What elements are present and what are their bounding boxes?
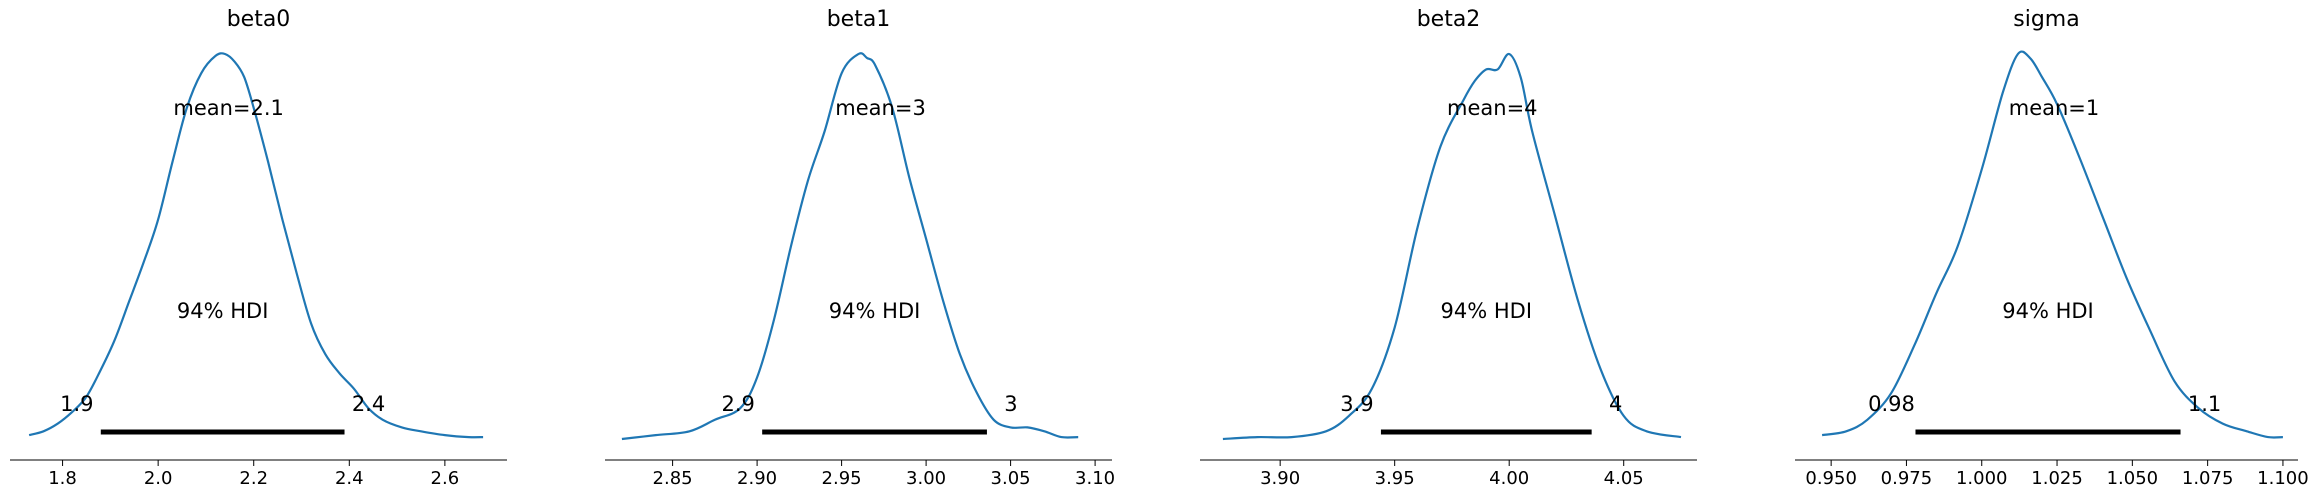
subplot-beta2: beta2 3.90 3.95 4.00 4.05 mean=4 94% HDI 3.9 4 [1200,7,1697,489]
hdi-low-label: 3.9 [1340,392,1373,416]
hdi-low-label: 2.9 [721,392,754,416]
mean-label: mean=1 [2009,96,2100,120]
x-tick-label: 2.0 [144,468,173,489]
x-tick-label: 3.00 [906,468,946,489]
density-curve [1821,50,2283,439]
mean-label: mean=2.1 [173,96,284,120]
hdi-label: 94% HDI [1441,299,1533,323]
x-tick-label: 2.6 [431,468,460,489]
x-tick-label: 1.100 [2257,468,2309,489]
subplot-beta1: beta1 2.85 2.90 2.95 3.00 3.05 3.10 mean=3 94% H… [605,7,1115,489]
x-tick-label: 1.000 [1956,468,2008,489]
subplot-title: beta2 [1417,7,1481,32]
mean-label: mean=3 [835,96,926,120]
hdi-label: 94% HDI [829,299,921,323]
x-tick-label: 4.05 [1604,468,1644,489]
hdi-label: 94% HDI [177,299,269,323]
x-tick-label: 2.95 [822,468,862,489]
density-curve [1222,52,1682,441]
x-tick-label: 3.05 [991,468,1031,489]
x-tick-label: 0.950 [1805,468,1857,489]
x-tick-label: 0.975 [1881,468,1933,489]
x-tick-label: 2.90 [737,468,777,489]
subplot-title: beta0 [227,7,291,32]
x-tick-label: 2.85 [653,468,693,489]
x-tick-label: 1.050 [2107,468,2159,489]
hdi-high-label: 4 [1609,392,1622,416]
mean-label: mean=4 [1447,96,1538,120]
x-tick-label: 1.8 [48,468,77,489]
hdi-label: 94% HDI [2002,299,2094,323]
x-tick-label: 1.075 [2182,468,2234,489]
hdi-low-label: 1.9 [60,392,93,416]
subplot-beta0: beta0 1.8 2.0 2.2 2.4 2.6 mean=2.1 94% HDI 1.9 2.… [10,7,507,489]
x-tick-label: 1.025 [2031,468,2083,489]
hdi-low-label: 0.98 [1868,392,1915,416]
hdi-high-label: 1.1 [2188,392,2221,416]
x-tick-label: 3.90 [1260,468,1300,489]
x-tick-label: 2.4 [335,468,364,489]
x-tick-label: 3.95 [1375,468,1415,489]
hdi-high-label: 3 [1004,392,1017,416]
subplot-title: sigma [2013,7,2079,32]
hdi-high-label: 2.4 [352,392,385,416]
x-tick-label: 2.2 [239,468,268,489]
density-curve [621,52,1079,441]
x-tick-label: 3.10 [1075,468,1115,489]
density-curve [28,52,484,439]
x-tick-label: 4.00 [1489,468,1529,489]
subplot-sigma: sigma 0.950 0.975 1.000 1.025 1.050 1.075 1.100… [1795,7,2309,489]
subplot-title: beta1 [827,7,891,32]
